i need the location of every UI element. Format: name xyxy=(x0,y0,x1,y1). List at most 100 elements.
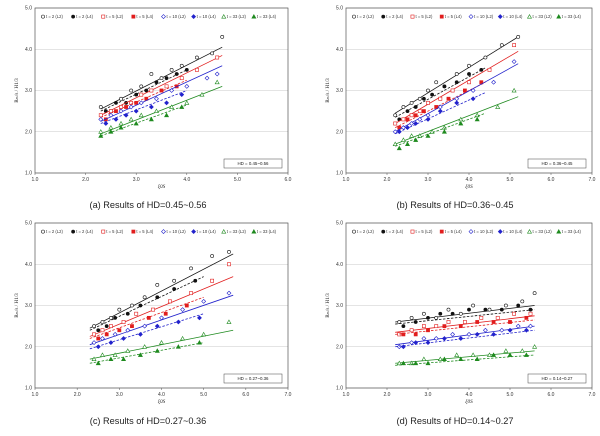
data-point xyxy=(446,307,451,312)
data-point xyxy=(204,75,210,81)
data-point xyxy=(151,307,155,312)
data-point xyxy=(104,324,109,329)
data-point xyxy=(437,356,443,362)
data-point xyxy=(91,356,97,362)
data-point xyxy=(153,108,159,114)
x-tick-label: 5.0 xyxy=(234,177,241,183)
x-tick-label: 5.0 xyxy=(200,392,207,398)
data-point xyxy=(99,352,105,357)
data-point xyxy=(134,311,139,316)
data-point xyxy=(104,332,109,337)
x-tick-label: 7.0 xyxy=(589,177,596,183)
data-point xyxy=(405,109,410,114)
plot-frame xyxy=(34,7,289,174)
data-point xyxy=(437,108,443,114)
data-point xyxy=(523,327,529,333)
data-point xyxy=(180,335,186,341)
caption-d: (d) Results of HD=0.14~0.27 xyxy=(397,416,514,426)
legend-label: t = 10 (L4) xyxy=(503,229,523,234)
legend-label: t = 5 (L2) xyxy=(106,229,123,234)
series-fit-line xyxy=(395,350,535,364)
data-point xyxy=(114,100,118,105)
data-point xyxy=(125,327,131,333)
data-point xyxy=(396,129,402,135)
data-point xyxy=(458,120,464,126)
data-point xyxy=(184,100,190,105)
data-point xyxy=(425,360,431,366)
data-point xyxy=(169,104,175,109)
series-fit-line xyxy=(395,305,535,323)
x-tick-label: 6.0 xyxy=(242,392,249,398)
data-point xyxy=(425,340,431,346)
legend-marker xyxy=(381,14,386,19)
data-point xyxy=(154,348,160,353)
data-point xyxy=(91,340,97,346)
data-point xyxy=(139,84,144,89)
x-tick-label: 2.0 xyxy=(384,392,391,398)
legend-marker xyxy=(221,228,227,234)
data-point xyxy=(519,348,525,353)
data-point xyxy=(138,303,143,308)
y-tick-label: 2.0 xyxy=(336,344,343,350)
data-point xyxy=(95,360,101,366)
data-point xyxy=(409,315,414,320)
x-tick-label: 3.0 xyxy=(425,177,432,183)
legend-marker xyxy=(352,14,356,19)
data-point xyxy=(470,96,476,102)
data-point xyxy=(409,121,415,126)
x-axis-label: ξ0S xyxy=(158,398,166,405)
data-point xyxy=(123,112,129,118)
data-point xyxy=(393,113,398,118)
data-point xyxy=(184,303,189,308)
data-point xyxy=(172,287,177,291)
data-point xyxy=(199,92,205,97)
x-tick-label: 4.0 xyxy=(183,177,190,183)
data-point xyxy=(396,145,402,151)
data-point xyxy=(100,328,105,333)
data-point xyxy=(454,352,460,357)
data-point xyxy=(179,63,184,68)
data-point xyxy=(193,278,198,283)
data-point xyxy=(409,133,415,138)
data-point xyxy=(133,108,139,114)
data-point xyxy=(417,116,423,122)
data-point xyxy=(405,125,410,131)
data-point xyxy=(98,113,103,118)
legend-marker xyxy=(251,13,257,19)
y-tick-label: 3.0 xyxy=(25,88,32,94)
data-point xyxy=(433,336,439,341)
legend-label: t = 5 (L2) xyxy=(416,229,433,234)
data-point xyxy=(159,315,164,321)
data-point xyxy=(159,76,164,81)
data-point xyxy=(220,34,225,39)
x-tick-label: 1.0 xyxy=(32,177,39,183)
data-point xyxy=(511,87,517,93)
data-point xyxy=(470,352,476,357)
y-tick-label: 5.0 xyxy=(336,6,343,12)
data-point xyxy=(215,55,220,60)
hd-note: HD = 0.14~0.27 xyxy=(541,376,573,381)
data-point xyxy=(184,67,189,72)
data-point xyxy=(155,295,160,300)
legend-label: t = 2 (L4) xyxy=(76,229,93,234)
data-point xyxy=(227,262,231,267)
data-point xyxy=(119,105,123,109)
data-point xyxy=(471,303,476,308)
legend-marker xyxy=(101,14,106,19)
data-point xyxy=(475,320,480,324)
data-point xyxy=(474,356,480,362)
series-fit-line xyxy=(394,50,519,124)
data-point xyxy=(201,331,207,337)
legend-label: t = 10 (L4) xyxy=(197,14,217,19)
data-point xyxy=(532,291,537,296)
data-point xyxy=(483,307,488,312)
data-point xyxy=(421,311,426,316)
data-point xyxy=(413,121,419,126)
legend-label: t = 10 (L2) xyxy=(167,229,187,234)
hd-note-box xyxy=(223,373,283,384)
data-point xyxy=(450,88,455,93)
data-point xyxy=(163,311,168,316)
data-point xyxy=(491,320,496,324)
data-point xyxy=(159,88,164,93)
data-point xyxy=(421,109,426,114)
